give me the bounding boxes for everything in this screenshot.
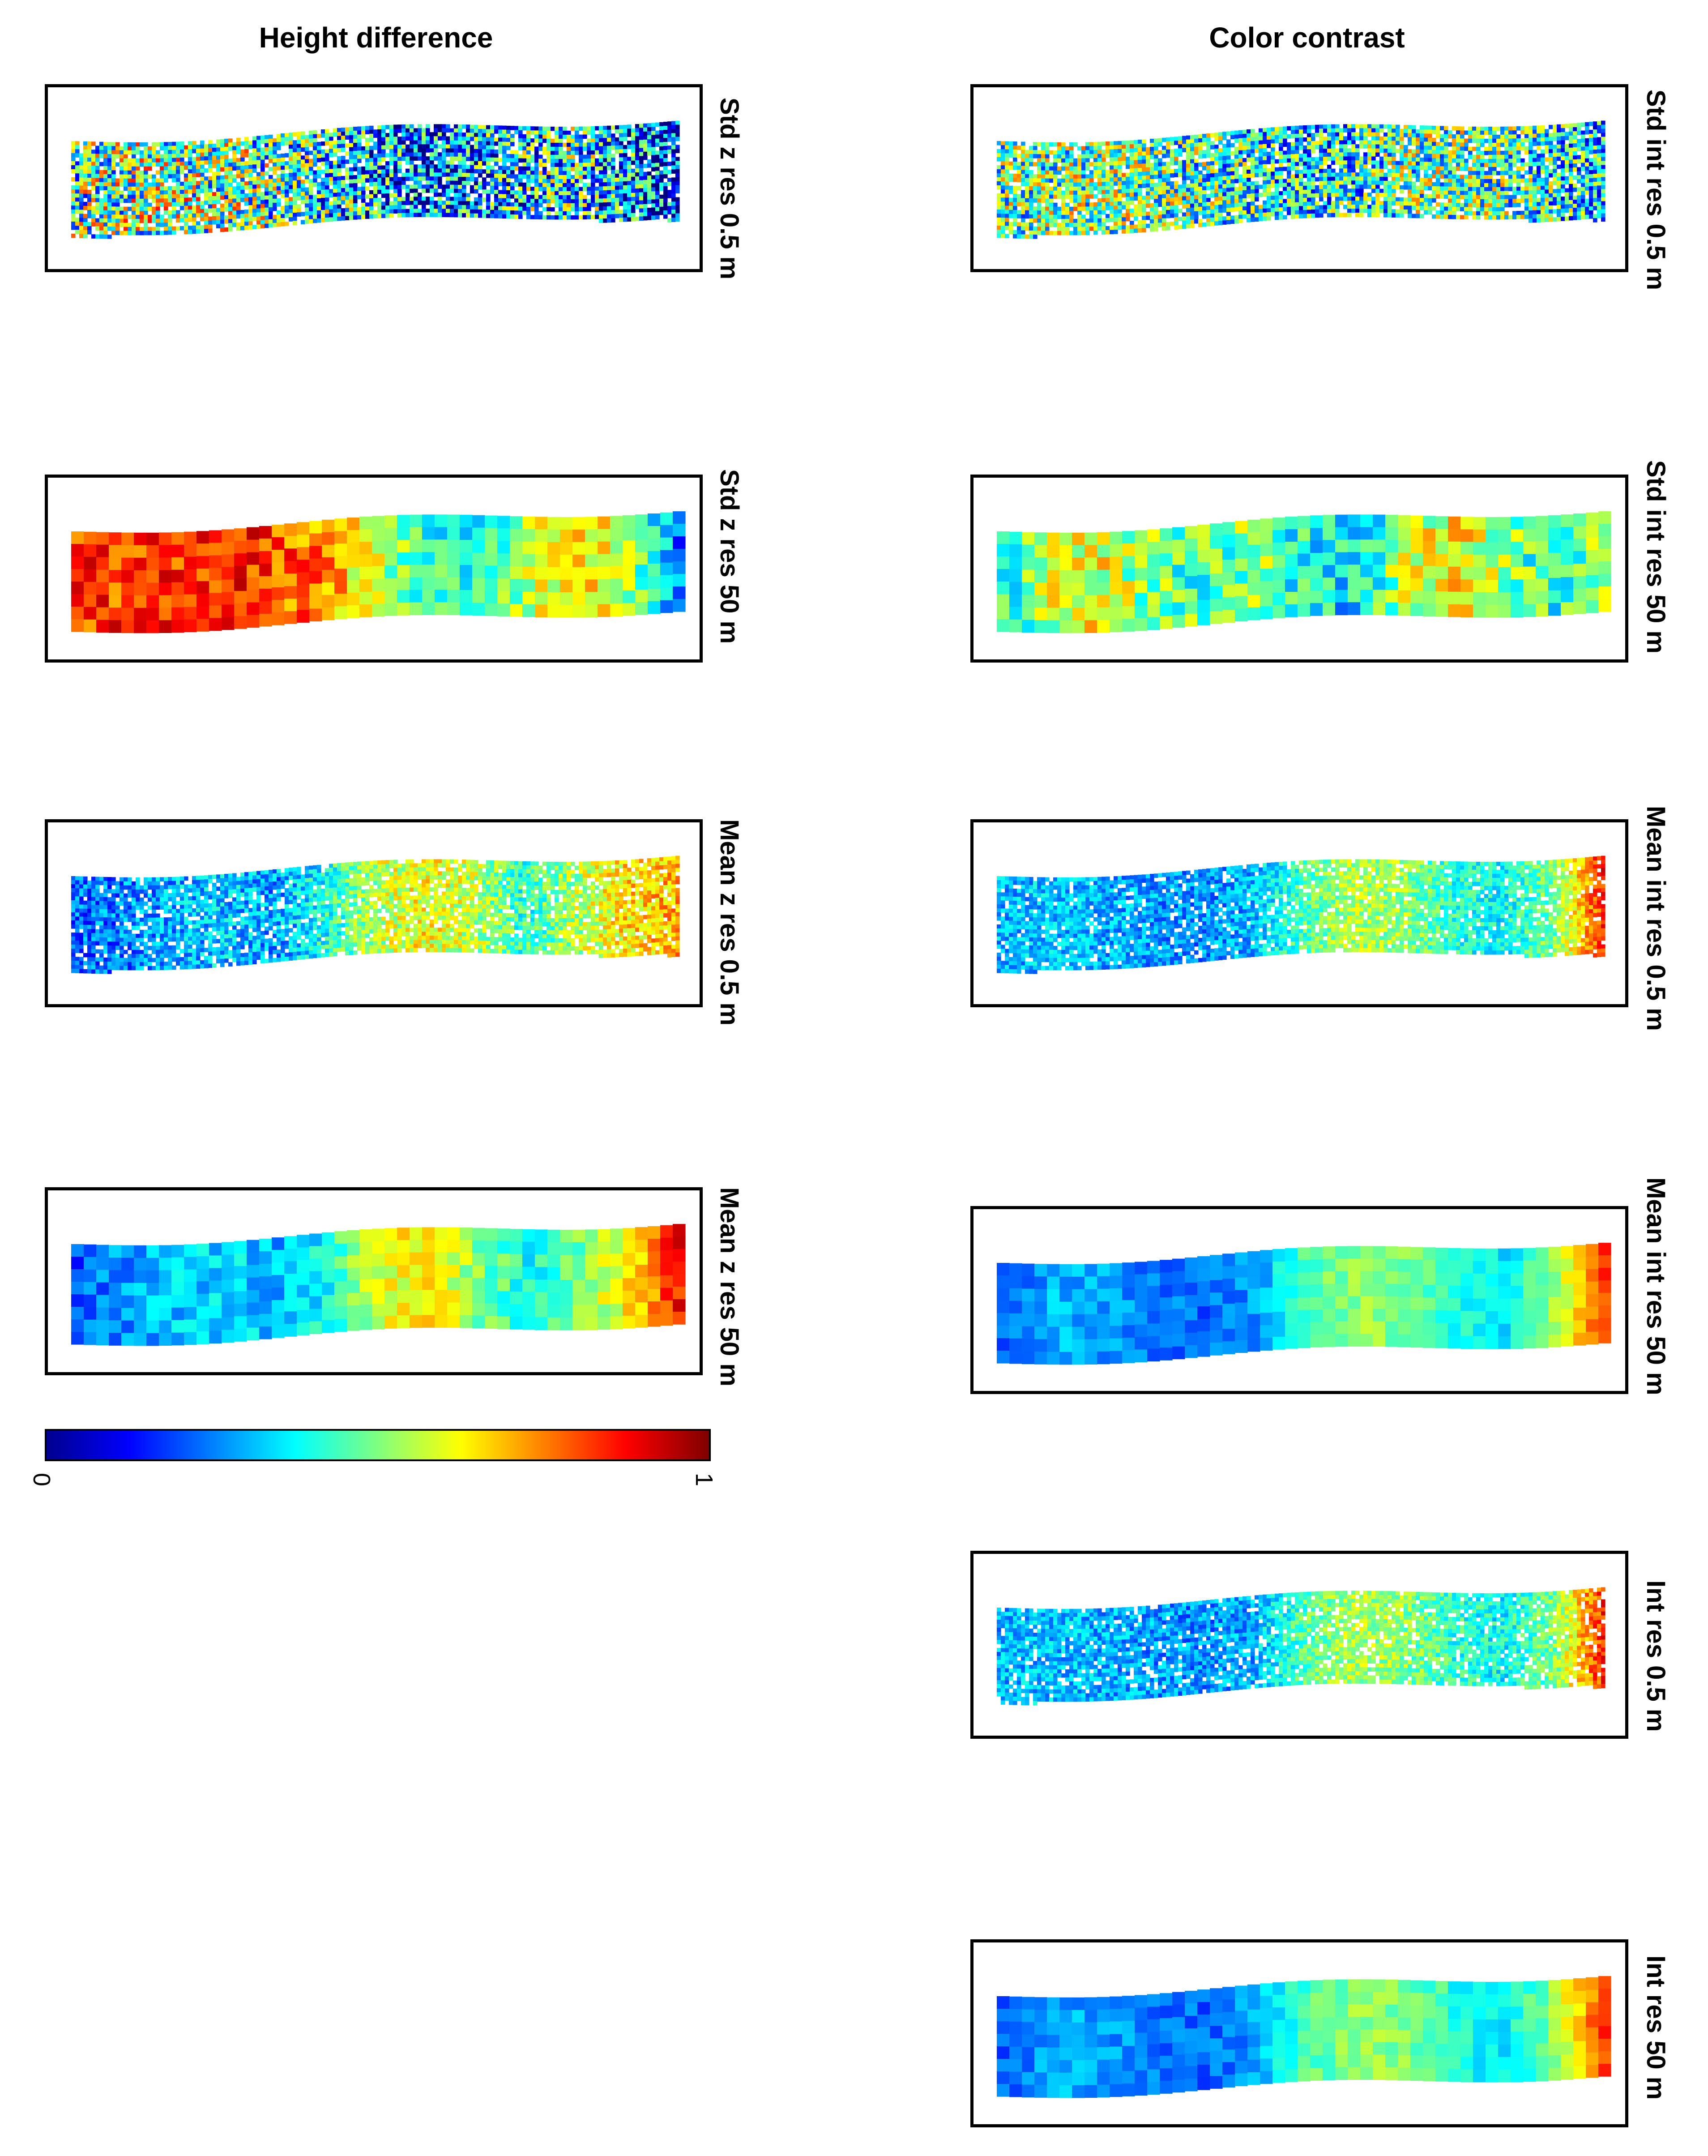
- height-difference-title: Height difference: [259, 21, 493, 54]
- panel-label-std-z-0-5: Std z res 0.5 m: [715, 98, 744, 280]
- panel-label-int-0-5: Int res 0.5 m: [1641, 1580, 1670, 1732]
- panel-label-int-50: Int res 50 m: [1641, 1955, 1670, 2100]
- panel-label-mean-int-0-5: Mean int res 0.5 m: [1641, 806, 1670, 1031]
- strip-map: [71, 856, 680, 974]
- panel-std-z-50: [45, 475, 703, 663]
- colorbar-min-label: 0: [28, 1473, 55, 1487]
- strip-map: [997, 1243, 1611, 1365]
- strip-map: [997, 1587, 1606, 1706]
- panel-label-std-z-50: Std z res 50 m: [715, 469, 744, 644]
- panel-mean-z-50: [45, 1187, 703, 1375]
- color-contrast-title: Color contrast: [1209, 21, 1405, 54]
- panel-mean-int-0-5: [970, 819, 1628, 1007]
- colorbar: [45, 1429, 711, 1461]
- strip-map: [71, 1224, 686, 1346]
- panel-std-z-0-5: [45, 84, 703, 272]
- strip-map: [997, 1976, 1611, 2098]
- strip-map: [997, 511, 1611, 633]
- strip-map: [71, 120, 680, 239]
- panel-int-50: [970, 1939, 1628, 2127]
- panel-std-int-50: [970, 475, 1628, 663]
- panel-mean-z-0-5: [45, 819, 703, 1007]
- panel-std-int-0-5: [970, 84, 1628, 272]
- panel-label-mean-int-50: Mean int res 50 m: [1641, 1177, 1670, 1395]
- colorbar-max-label: 1: [691, 1473, 717, 1487]
- strip-map: [997, 856, 1606, 974]
- panel-label-std-int-50: Std int res 50 m: [1641, 460, 1670, 654]
- strip-map: [997, 120, 1606, 239]
- panel-int-0-5: [970, 1551, 1628, 1739]
- panel-mean-int-50: [970, 1206, 1628, 1394]
- strip-map: [71, 511, 686, 633]
- panel-label-std-int-0-5: Std int res 0.5 m: [1641, 90, 1670, 291]
- panel-label-mean-z-50: Mean z res 50 m: [715, 1187, 744, 1386]
- panel-label-mean-z-0-5: Mean z res 0.5 m: [715, 819, 744, 1026]
